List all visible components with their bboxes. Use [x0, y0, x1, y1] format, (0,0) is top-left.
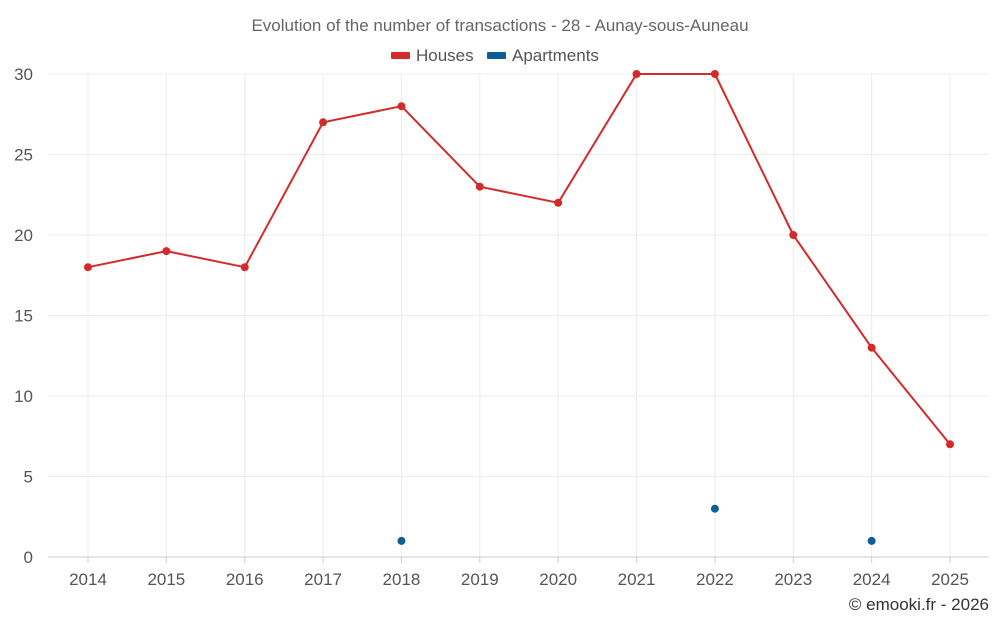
data-point-houses-2016[interactable]	[240, 263, 249, 272]
legend: Houses Apartments	[391, 46, 599, 65]
x-tick-label: 2022	[696, 570, 734, 589]
x-tick-label: 2024	[853, 570, 891, 589]
y-tick-label: 10	[14, 387, 33, 406]
data-point-houses-2023[interactable]	[789, 231, 798, 239]
x-tick-label: 2017	[304, 570, 342, 589]
data-point-houses-2019[interactable]	[475, 182, 484, 191]
data-point-apartments-2024[interactable]	[867, 536, 876, 545]
y-tick-label: 30	[14, 65, 33, 84]
data-point-houses-2022[interactable]	[710, 70, 719, 78]
data-point-houses-2015[interactable]	[162, 247, 171, 256]
series	[84, 70, 954, 545]
legend-item-apartments[interactable]: Apartments	[487, 46, 599, 65]
y-tick-label: 20	[14, 226, 33, 245]
x-tick-label: 2015	[147, 570, 185, 589]
data-point-houses-2017[interactable]	[319, 118, 328, 127]
x-tick-label: 2019	[461, 570, 499, 589]
legend-swatch-houses	[391, 52, 410, 59]
data-point-apartments-2018[interactable]	[397, 536, 406, 545]
data-point-apartments-2022[interactable]	[710, 504, 719, 513]
data-point-houses-2020[interactable]	[554, 198, 563, 207]
x-tick-label: 2023	[774, 570, 812, 589]
series-line-houses	[87, 73, 951, 446]
data-point-houses-2024[interactable]	[867, 343, 876, 352]
y-tick-label: 0	[24, 548, 33, 567]
data-point-houses-2014[interactable]	[84, 263, 92, 272]
x-tick-label: 2021	[618, 570, 656, 589]
x-tick-label: 2025	[931, 570, 969, 589]
series-apartments	[397, 504, 876, 545]
y-tick-label: 15	[14, 307, 33, 326]
x-tick-label: 2020	[539, 570, 577, 589]
data-point-houses-2025[interactable]	[946, 440, 954, 449]
credit-text: © emooki.fr - 2026	[849, 595, 989, 614]
chart-title: Evolution of the number of transactions …	[251, 16, 748, 35]
y-tick-label: 25	[14, 146, 33, 165]
x-tick-label: 2016	[226, 570, 264, 589]
legend-label-apartments: Apartments	[512, 46, 599, 65]
y-tick-label: 5	[24, 468, 33, 487]
legend-label-houses: Houses	[416, 46, 474, 65]
legend-item-houses[interactable]: Houses	[391, 46, 474, 65]
legend-swatch-apartments	[487, 52, 506, 59]
grid	[48, 73, 989, 557]
series-houses	[84, 70, 954, 449]
data-point-houses-2018[interactable]	[397, 102, 406, 111]
x-tick-label: 2014	[69, 570, 107, 589]
x-tick-label: 2018	[383, 570, 421, 589]
data-point-houses-2021[interactable]	[632, 70, 641, 78]
